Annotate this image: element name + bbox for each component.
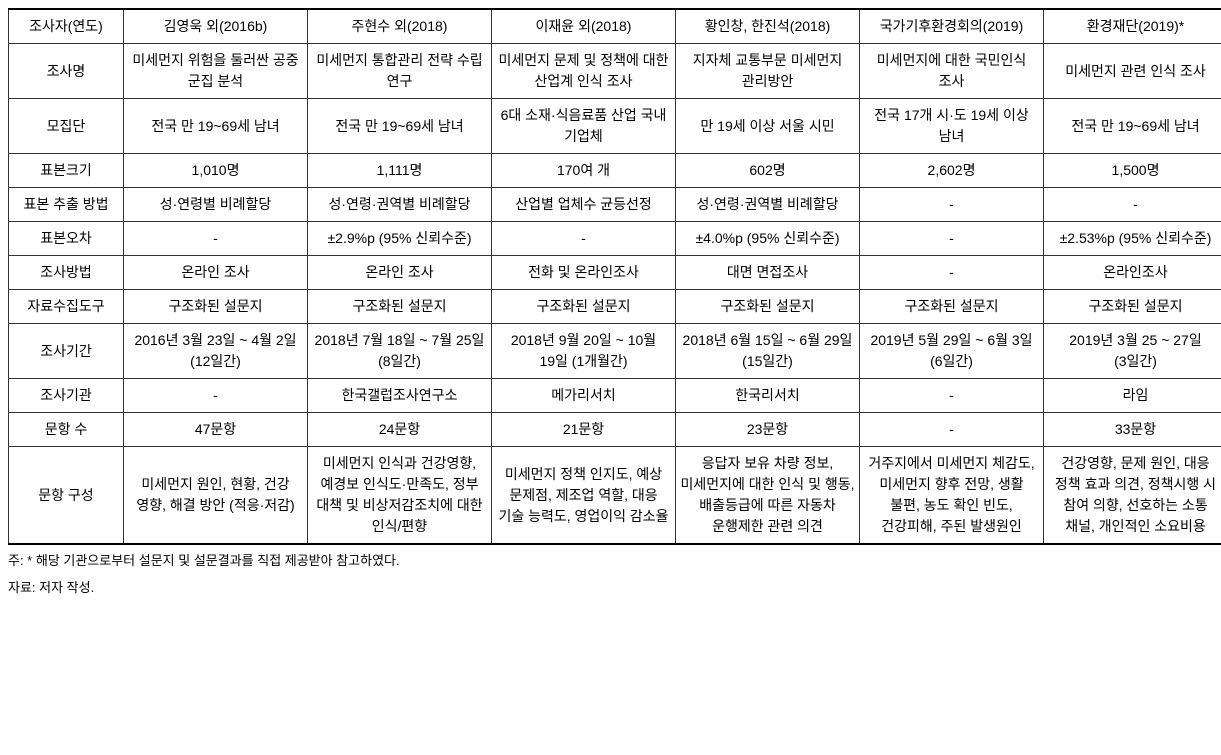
column-header: 김영욱 외(2016b) <box>124 9 308 44</box>
table-cell: 미세먼지 통합관리 전략 수립 연구 <box>308 44 492 99</box>
table-cell: 2018년 6월 15일 ~ 6월 29일 (15일간) <box>676 324 860 379</box>
row-label: 조사방법 <box>9 256 124 290</box>
table-cell: 온라인 조사 <box>308 256 492 290</box>
table-row: 표본크기 1,010명 1,111명 170여 개 602명 2,602명 1,… <box>9 154 1221 188</box>
table-cell: 2018년 7월 18일 ~ 7월 25일 (8일간) <box>308 324 492 379</box>
table-cell: 성·연령·권역별 비례할당 <box>308 188 492 222</box>
row-label: 자료수집도구 <box>9 290 124 324</box>
table-cell: 성·연령별 비례할당 <box>124 188 308 222</box>
table-cell: 47문항 <box>124 413 308 447</box>
table-cell: 한국갤럽조사연구소 <box>308 379 492 413</box>
column-header: 이재윤 외(2018) <box>492 9 676 44</box>
table-row: 표본오차 - ±2.9%p (95% 신뢰수준) - ±4.0%p (95% 신… <box>9 222 1221 256</box>
table-cell: ±2.9%p (95% 신뢰수준) <box>308 222 492 256</box>
table-cell: 구조화된 설문지 <box>1044 290 1221 324</box>
table-cell: - <box>124 222 308 256</box>
column-header: 국가기후환경회의(2019) <box>860 9 1044 44</box>
table-cell: - <box>492 222 676 256</box>
table-cell: 구조화된 설문지 <box>124 290 308 324</box>
table-cell: 미세먼지에 대한 국민인식 조사 <box>860 44 1044 99</box>
table-cell: - <box>860 188 1044 222</box>
table-row: 표본 추출 방법 성·연령별 비례할당 성·연령·권역별 비례할당 산업별 업체… <box>9 188 1221 222</box>
footnote-source: 자료: 저자 작성. <box>8 578 1213 599</box>
table-cell: 전국 만 19~69세 남녀 <box>1044 99 1221 154</box>
row-label: 모집단 <box>9 99 124 154</box>
row-label: 표본오차 <box>9 222 124 256</box>
table-cell: 2019년 5월 29일 ~ 6월 3일 (6일간) <box>860 324 1044 379</box>
table-cell: 메가리서치 <box>492 379 676 413</box>
table-cell: 응답자 보유 차량 정보, 미세먼지에 대한 인식 및 행동, 배출등급에 따른… <box>676 447 860 545</box>
table-cell: 전국 만 19~69세 남녀 <box>124 99 308 154</box>
table-cell: 미세먼지 정책 인지도, 예상 문제점, 제조업 역할, 대응 기술 능력도, … <box>492 447 676 545</box>
column-header: 황인창, 한진석(2018) <box>676 9 860 44</box>
row-label: 조사명 <box>9 44 124 99</box>
table-header-row: 조사자(연도) 김영욱 외(2016b) 주현수 외(2018) 이재윤 외(2… <box>9 9 1221 44</box>
table-cell: 2016년 3월 23일 ~ 4월 2일 (12일간) <box>124 324 308 379</box>
table-cell: 2018년 9월 20일 ~ 10월 19일 (1개월간) <box>492 324 676 379</box>
table-cell: - <box>860 379 1044 413</box>
column-header: 주현수 외(2018) <box>308 9 492 44</box>
table-cell: ±4.0%p (95% 신뢰수준) <box>676 222 860 256</box>
table-cell: ±2.53%p (95% 신뢰수준) <box>1044 222 1221 256</box>
table-cell: 구조화된 설문지 <box>676 290 860 324</box>
table-cell: 구조화된 설문지 <box>492 290 676 324</box>
table-cell: 지자체 교통부문 미세먼지 관리방안 <box>676 44 860 99</box>
table-cell: 2,602명 <box>860 154 1044 188</box>
header-label: 조사자(연도) <box>9 9 124 44</box>
row-label: 표본 추출 방법 <box>9 188 124 222</box>
footnote-note: 주: * 해당 기관으로부터 설문지 및 설문결과를 직접 제공받아 참고하였다… <box>8 551 1213 572</box>
table-row: 조사방법 온라인 조사 온라인 조사 전화 및 온라인조사 대면 면접조사 - … <box>9 256 1221 290</box>
table-cell: 전화 및 온라인조사 <box>492 256 676 290</box>
row-label: 문항 구성 <box>9 447 124 545</box>
table-cell: 602명 <box>676 154 860 188</box>
table-row: 조사기관 - 한국갤럽조사연구소 메가리서치 한국리서치 - 라임 <box>9 379 1221 413</box>
table-row: 조사명 미세먼지 위험을 둘러싼 공중 군집 분석 미세먼지 통합관리 전략 수… <box>9 44 1221 99</box>
table-cell: - <box>124 379 308 413</box>
table-cell: 라임 <box>1044 379 1221 413</box>
survey-comparison-table: 조사자(연도) 김영욱 외(2016b) 주현수 외(2018) 이재윤 외(2… <box>8 8 1221 545</box>
table-cell: 대면 면접조사 <box>676 256 860 290</box>
table-cell: - <box>860 256 1044 290</box>
table-row: 자료수집도구 구조화된 설문지 구조화된 설문지 구조화된 설문지 구조화된 설… <box>9 290 1221 324</box>
table-cell: 미세먼지 원인, 현황, 건강 영향, 해결 방안 (적응·저감) <box>124 447 308 545</box>
table-cell: 1,010명 <box>124 154 308 188</box>
column-header: 환경재단(2019)* <box>1044 9 1221 44</box>
table-cell: 건강영향, 문제 원인, 대응 정책 효과 의견, 정책시행 시 참여 의향, … <box>1044 447 1221 545</box>
table-cell: 산업별 업체수 균등선정 <box>492 188 676 222</box>
table-row: 문항 구성 미세먼지 원인, 현황, 건강 영향, 해결 방안 (적응·저감) … <box>9 447 1221 545</box>
table-row: 문항 수 47문항 24문항 21문항 23문항 - 33문항 <box>9 413 1221 447</box>
table-cell: 거주지에서 미세먼지 체감도, 미세먼지 향후 전망, 생활 불편, 농도 확인… <box>860 447 1044 545</box>
table-cell: 온라인 조사 <box>124 256 308 290</box>
row-label: 조사기관 <box>9 379 124 413</box>
table-row: 모집단 전국 만 19~69세 남녀 전국 만 19~69세 남녀 6대 소재·… <box>9 99 1221 154</box>
table-cell: 구조화된 설문지 <box>308 290 492 324</box>
table-cell: 전국 만 19~69세 남녀 <box>308 99 492 154</box>
table-cell: - <box>860 222 1044 256</box>
table-cell: 1,500명 <box>1044 154 1221 188</box>
table-cell: 성·연령·권역별 비례할당 <box>676 188 860 222</box>
row-label: 문항 수 <box>9 413 124 447</box>
table-cell: 2019년 3월 25 ~ 27일 (3일간) <box>1044 324 1221 379</box>
table-cell: 한국리서치 <box>676 379 860 413</box>
table-row: 조사기간 2016년 3월 23일 ~ 4월 2일 (12일간) 2018년 7… <box>9 324 1221 379</box>
table-cell: 온라인조사 <box>1044 256 1221 290</box>
table-cell: 전국 17개 시·도 19세 이상 남녀 <box>860 99 1044 154</box>
table-cell: 미세먼지 인식과 건강영향, 예경보 인식도·만족도, 정부 대책 및 비상저감… <box>308 447 492 545</box>
table-cell: 미세먼지 위험을 둘러싼 공중 군집 분석 <box>124 44 308 99</box>
table-cell: - <box>1044 188 1221 222</box>
row-label: 표본크기 <box>9 154 124 188</box>
table-cell: 1,111명 <box>308 154 492 188</box>
table-cell: 구조화된 설문지 <box>860 290 1044 324</box>
table-cell: 만 19세 이상 서울 시민 <box>676 99 860 154</box>
table-cell: 미세먼지 문제 및 정책에 대한 산업계 인식 조사 <box>492 44 676 99</box>
row-label: 조사기간 <box>9 324 124 379</box>
table-cell: 23문항 <box>676 413 860 447</box>
table-cell: 6대 소재·식음료품 산업 국내 기업체 <box>492 99 676 154</box>
table-cell: 170여 개 <box>492 154 676 188</box>
table-cell: 24문항 <box>308 413 492 447</box>
table-cell: - <box>860 413 1044 447</box>
table-cell: 33문항 <box>1044 413 1221 447</box>
table-cell: 21문항 <box>492 413 676 447</box>
table-cell: 미세먼지 관련 인식 조사 <box>1044 44 1221 99</box>
